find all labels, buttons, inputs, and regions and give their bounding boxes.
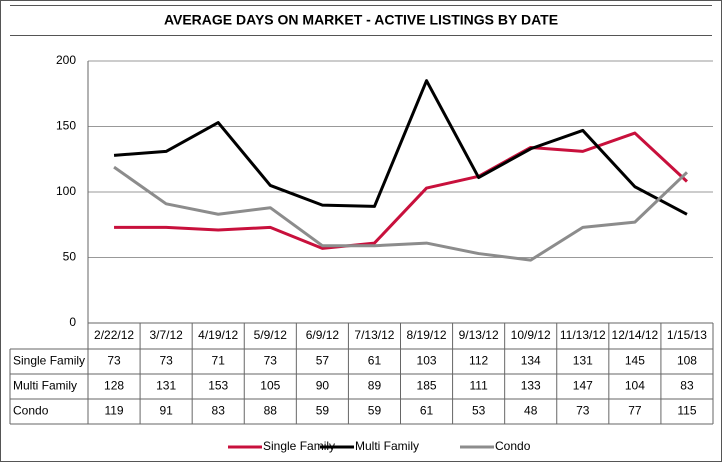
- table-value: 105: [260, 379, 280, 393]
- legend-label: Single Family: [263, 439, 335, 453]
- table-value: 59: [316, 404, 330, 418]
- table-value: 71: [212, 354, 226, 368]
- table-value: 103: [417, 354, 437, 368]
- table-value: 88: [264, 404, 278, 418]
- table-value: 73: [576, 404, 590, 418]
- table-value: 59: [368, 404, 382, 418]
- table-value: 108: [677, 354, 697, 368]
- table-value: 57: [316, 354, 330, 368]
- table-value: 119: [104, 404, 123, 418]
- x-tick-label: 5/9/12: [254, 328, 288, 342]
- chart-title: AVERAGE DAYS ON MARKET - ACTIVE LISTINGS…: [164, 12, 558, 28]
- table-value: 73: [264, 354, 278, 368]
- table-value: 131: [573, 354, 593, 368]
- y-tick-label: 150: [56, 119, 76, 133]
- table-value: 91: [159, 404, 173, 418]
- table-value: 77: [628, 404, 642, 418]
- x-tick-label: 11/13/12: [560, 328, 606, 342]
- table-value: 73: [107, 354, 121, 368]
- table-value: 83: [680, 379, 694, 393]
- legend-label: Condo: [495, 439, 531, 453]
- x-tick-label: 9/13/12: [459, 328, 499, 342]
- table-value: 61: [368, 354, 382, 368]
- x-tick-label: 3/7/12: [149, 328, 183, 342]
- table-value: 48: [524, 404, 538, 418]
- table-value: 53: [472, 404, 486, 418]
- table-value: 134: [521, 354, 541, 368]
- y-tick-label: 200: [56, 53, 76, 67]
- y-tick-label: 100: [56, 184, 76, 198]
- series-line: [113, 79, 688, 216]
- series-line: [113, 165, 688, 262]
- x-tick-label: 1/15/13: [667, 328, 707, 342]
- table-value: 83: [212, 404, 226, 418]
- table-value: 111: [470, 379, 489, 393]
- y-tick-label: 0: [69, 315, 76, 329]
- table-value: 115: [677, 404, 696, 418]
- x-tick-label: 6/9/12: [306, 328, 340, 342]
- x-tick-label: 2/22/12: [94, 328, 134, 342]
- table-value: 61: [420, 404, 434, 418]
- y-tick-label: 50: [63, 250, 77, 264]
- table-value: 112: [469, 354, 488, 368]
- table-value: 90: [316, 379, 330, 393]
- x-tick-label: 7/13/12: [354, 328, 394, 342]
- table-value: 185: [417, 379, 437, 393]
- table-value: 104: [625, 379, 645, 393]
- row-label: Condo: [13, 404, 49, 418]
- table-value: 131: [156, 379, 176, 393]
- table-value: 133: [521, 379, 541, 393]
- table-value: 89: [368, 379, 382, 393]
- row-label: Multi Family: [13, 379, 77, 393]
- legend-label: Multi Family: [355, 439, 419, 453]
- x-tick-label: 10/9/12: [511, 328, 551, 342]
- table-value: 145: [625, 354, 645, 368]
- table-value: 73: [159, 354, 173, 368]
- x-tick-label: 8/19/12: [407, 328, 447, 342]
- x-tick-label: 12/14/12: [612, 328, 659, 342]
- x-tick-label: 4/19/12: [198, 328, 238, 342]
- table-value: 153: [208, 379, 228, 393]
- series-line: [114, 131, 688, 250]
- table-value: 128: [104, 379, 124, 393]
- table-value: 147: [573, 379, 593, 393]
- row-label: Single Family: [13, 354, 85, 368]
